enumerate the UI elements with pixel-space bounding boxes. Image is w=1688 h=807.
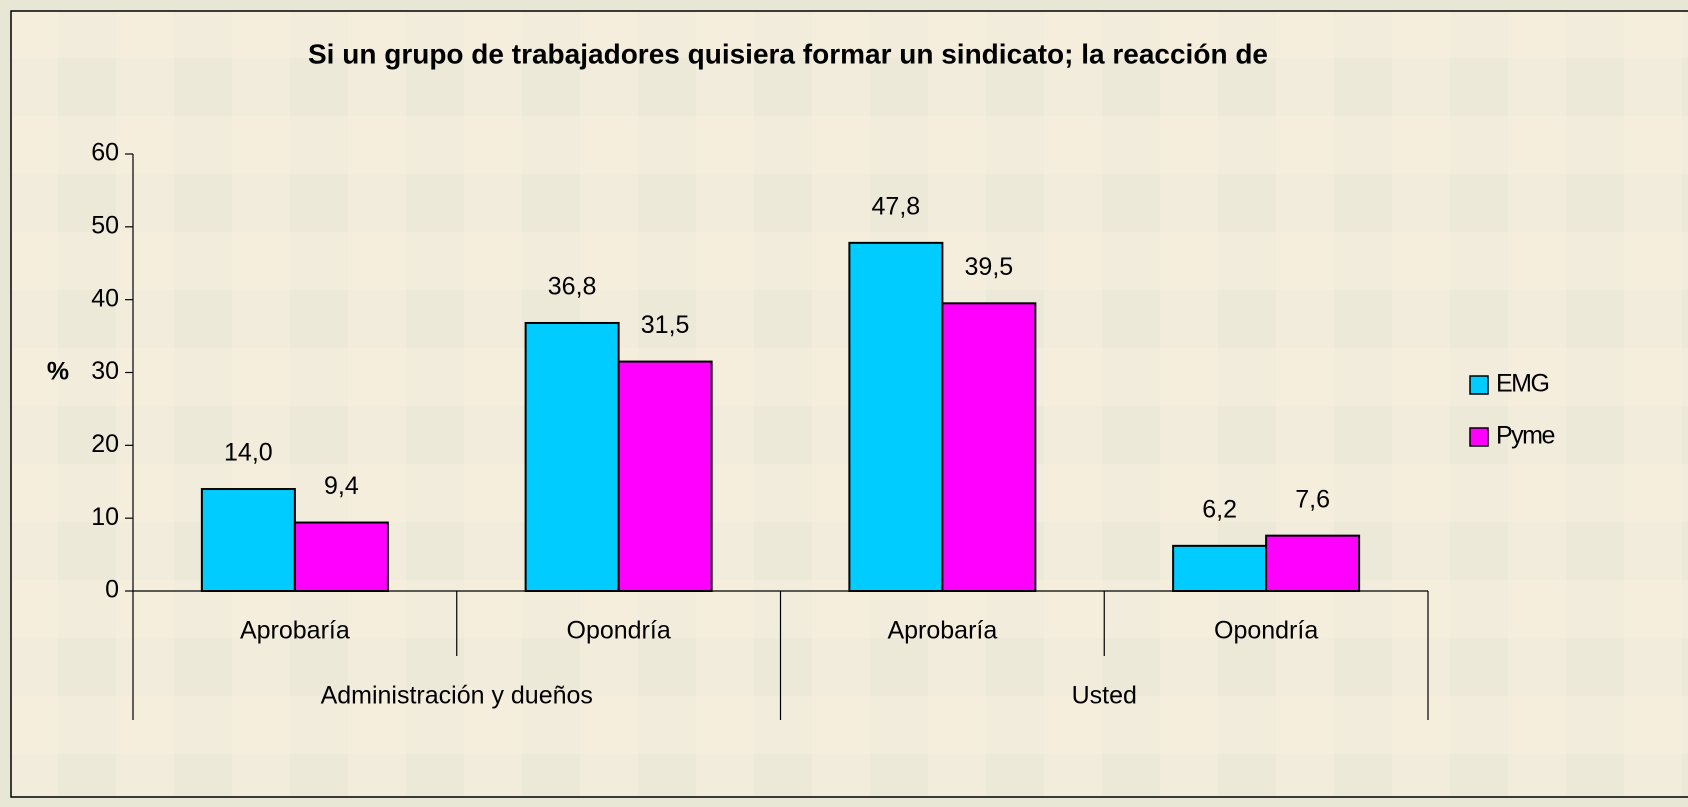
legend-swatch (1469, 375, 1489, 395)
x-tick-label: Aprobaría (887, 617, 997, 645)
y-tick-label: 60 (91, 139, 119, 167)
legend-label: Pyme (1496, 422, 1555, 450)
bar (1265, 534, 1361, 592)
y-tick-label: 0 (105, 576, 119, 604)
x-tick-label: Opondría (1214, 617, 1318, 645)
value-label: 47,8 (872, 192, 921, 220)
value-label: 6,2 (1202, 495, 1237, 523)
y-tick-label: 30 (91, 357, 119, 385)
bar (941, 302, 1037, 592)
value-label: 7,6 (1295, 485, 1330, 513)
value-label: 36,8 (548, 273, 597, 301)
y-tick-label: 20 (91, 430, 119, 458)
value-label: 31,5 (641, 311, 690, 339)
group-label: Usted (1072, 682, 1137, 710)
bar (200, 488, 296, 592)
x-tick-label: Opondría (567, 617, 671, 645)
y-axis-label: % (47, 358, 69, 386)
y-tick-label: 50 (91, 211, 119, 239)
bar (524, 321, 620, 592)
value-label: 39,5 (965, 253, 1014, 281)
legend-label: EMG (1496, 370, 1549, 398)
bar (293, 521, 389, 593)
group-label: Administración y dueños (321, 682, 593, 710)
value-label: 14,0 (224, 439, 273, 467)
legend-swatch (1469, 427, 1489, 447)
bar (1172, 544, 1268, 592)
bar (617, 360, 713, 593)
value-label: 9,4 (324, 472, 359, 500)
y-tick-label: 10 (91, 503, 119, 531)
x-tick-label: Aprobaría (240, 617, 350, 645)
chart-title: Si un grupo de trabajadores quisiera for… (308, 38, 1268, 69)
y-tick-label: 40 (91, 284, 119, 312)
bar (848, 241, 944, 593)
